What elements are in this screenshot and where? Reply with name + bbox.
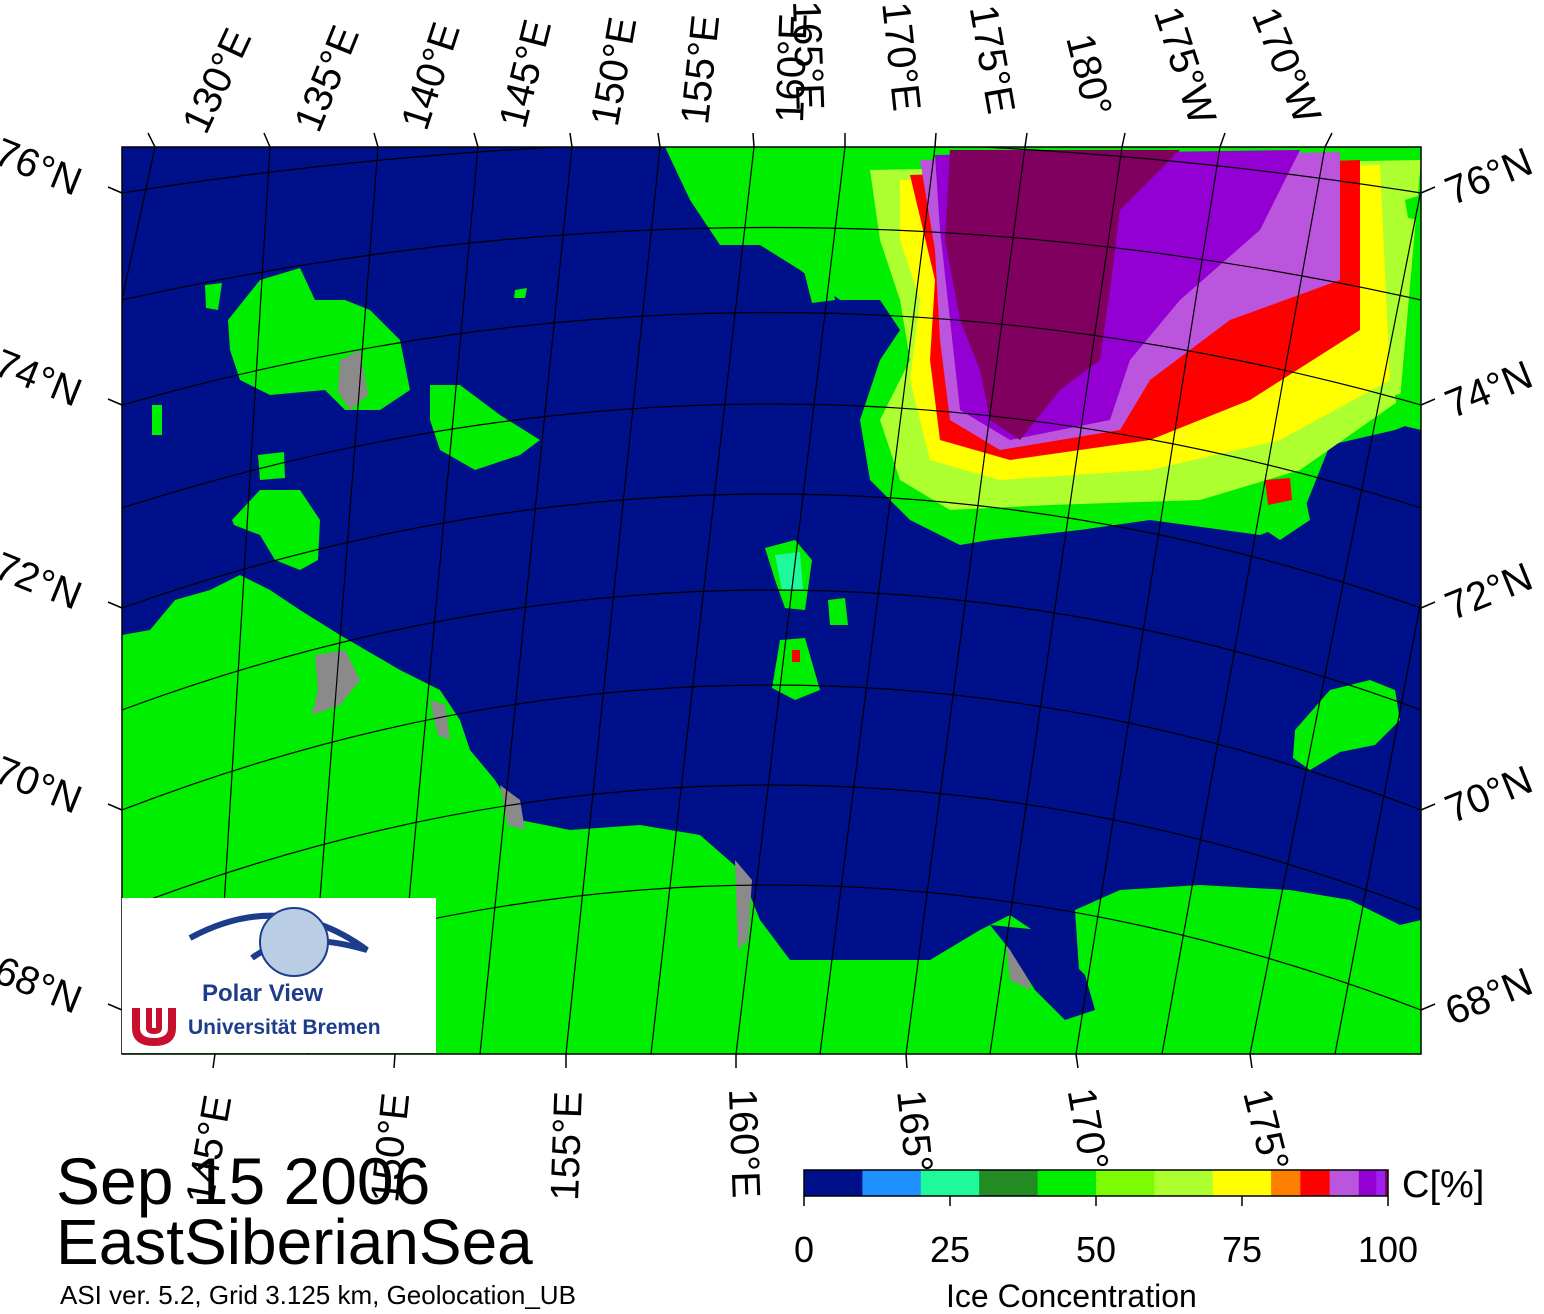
lon-label-bottom-155E: 155°E (543, 1090, 591, 1202)
colorbar-swatch (862, 1170, 922, 1196)
graticule (122, 147, 1421, 1054)
new-siberian-islands (152, 268, 540, 570)
colorbar-swatch (804, 1170, 863, 1196)
colorbar-swatch (1271, 1170, 1301, 1196)
colorbar-tick-25: 25 (929, 1229, 971, 1270)
lon-label-top-165E: 165°E (784, 0, 832, 111)
colorbar-label: Ice Concentration (946, 1278, 1197, 1314)
logo-institution: Universität Bremen (188, 1016, 381, 1039)
colorbar-swatch (1358, 1170, 1377, 1196)
mainland (122, 575, 1421, 1054)
colorbar-swatch (1300, 1170, 1331, 1196)
colorbar-swatch (1037, 1170, 1097, 1196)
colorbar-unit: C[%] (1402, 1164, 1485, 1206)
colorbar (803, 1169, 1389, 1206)
colorbar-tick-50: 50 (1075, 1229, 1117, 1270)
colorbar-tick-100: 100 (1357, 1229, 1419, 1270)
logo-title: Polar View (202, 980, 323, 1007)
eye-icon (132, 907, 369, 1046)
map-frame (121, 146, 1422, 1055)
map-region: EastSiberianSea (56, 1206, 533, 1278)
colorbar-swatch (1329, 1170, 1360, 1196)
lon-label-top-155E: 155°E (673, 12, 729, 127)
colorbar-swatch (1385, 1170, 1389, 1196)
colorbar-tick-75: 75 (1221, 1229, 1263, 1270)
lon-label-bottom-165: 165° (888, 1087, 941, 1175)
colorbar-swatch (1212, 1170, 1272, 1196)
colorbar-swatch (1376, 1170, 1386, 1196)
colorbar-swatch (1096, 1170, 1155, 1196)
colorbar-tick-0: 0 (793, 1229, 815, 1270)
polar-view-logo: Polar View Universität Bremen (122, 898, 436, 1053)
coast-gray (312, 650, 1095, 1020)
map-ticks (107, 132, 1436, 1069)
pack-ice (665, 147, 1421, 545)
colorbar-swatch (1154, 1170, 1214, 1196)
colorbar-swatch (920, 1170, 980, 1196)
map-metadata: ASI ver. 5.2, Grid 3.125 km, Geolocation… (60, 1280, 576, 1310)
lon-label-bottom-160E: 160°E (720, 1087, 768, 1199)
colorbar-swatch (979, 1170, 1039, 1196)
map-date: Sep 15 2006 (56, 1144, 431, 1218)
lon-label-top-170E: 170°E (873, 0, 929, 114)
